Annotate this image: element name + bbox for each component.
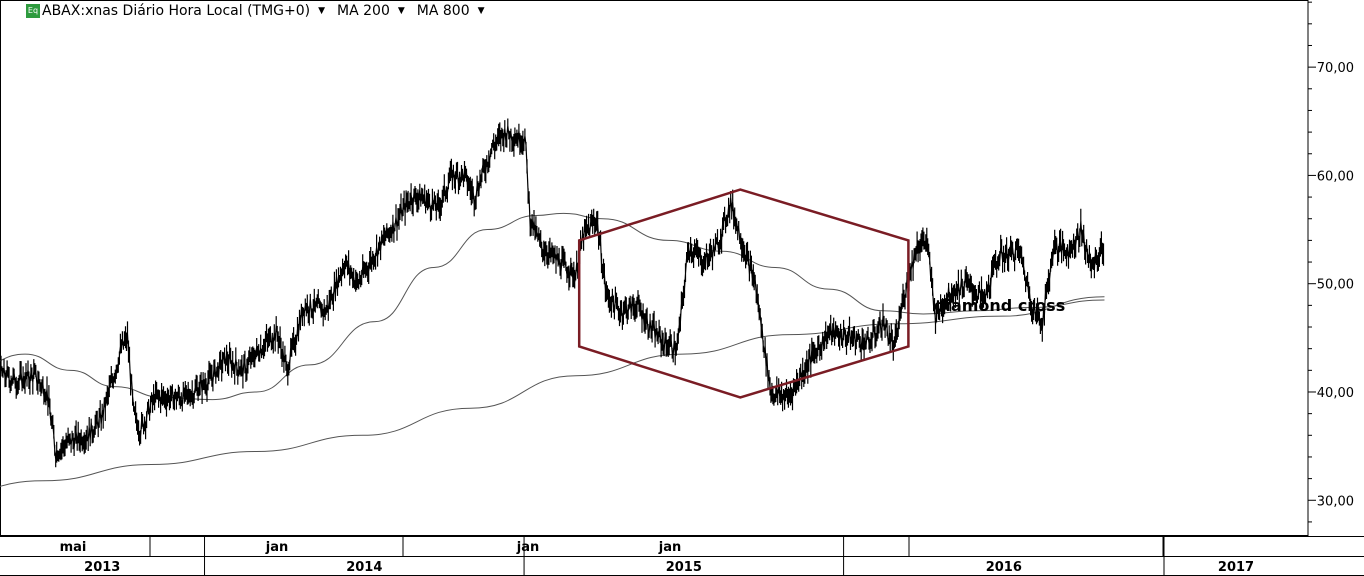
ma200-dropdown-icon[interactable]: ▼ bbox=[397, 6, 405, 16]
y-tick-label: 70,00 bbox=[1317, 61, 1354, 76]
ma800-dropdown-icon[interactable]: ▼ bbox=[477, 6, 485, 16]
year-label: 2014 bbox=[346, 560, 382, 575]
year-label: 2016 bbox=[986, 560, 1022, 575]
x-axis: 2013 2014 2015 2016 2017 mai jan jan jan bbox=[60, 536, 1254, 576]
annotation-text: diamond cross bbox=[934, 296, 1066, 315]
price-series bbox=[0, 118, 1105, 468]
y-axis: 30,00 40,00 50,00 60,00 70,00 bbox=[1308, 1, 1354, 523]
year-label: 2013 bbox=[84, 560, 120, 575]
symbol-dropdown-icon[interactable]: ▼ bbox=[318, 6, 326, 16]
y-tick-label: 40,00 bbox=[1317, 386, 1354, 401]
ma200-label[interactable]: MA 200 bbox=[337, 3, 390, 19]
symbol-title[interactable]: ABAX:xnas Diário Hora Local (TMG+0) bbox=[42, 3, 311, 19]
diamond-hexagon[interactable] bbox=[577, 188, 910, 399]
y-tick-label: 50,00 bbox=[1317, 278, 1354, 293]
diamond-drawing[interactable] bbox=[577, 188, 910, 399]
plot-border bbox=[0, 0, 1309, 536]
equity-badge-icon: Eq bbox=[26, 4, 40, 18]
month-label: mai bbox=[60, 540, 87, 555]
price-bars bbox=[0, 118, 1105, 468]
y-tick-label: 60,00 bbox=[1317, 169, 1354, 184]
chart-header: ABAX:xnas Diário Hora Local (TMG+0) ▼ MA… bbox=[26, 2, 497, 20]
month-label: jan bbox=[658, 540, 681, 555]
month-label: jan bbox=[516, 540, 539, 555]
year-label: 2015 bbox=[666, 560, 702, 575]
y-tick-label: 30,00 bbox=[1317, 494, 1354, 509]
month-label: jan bbox=[265, 540, 288, 555]
ma800-label[interactable]: MA 800 bbox=[416, 3, 470, 19]
year-label: 2017 bbox=[1218, 560, 1254, 575]
